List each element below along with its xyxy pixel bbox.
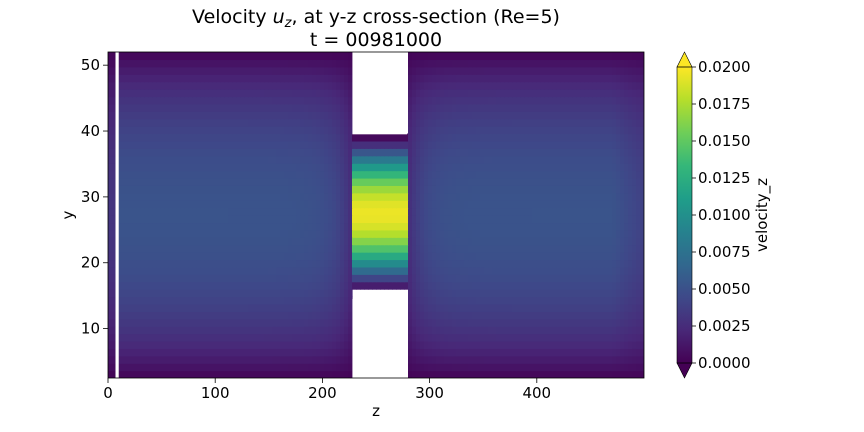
inlet-gap <box>115 52 119 378</box>
x-axis-label: z <box>372 402 380 420</box>
chart-subtitle: t = 00981000 <box>310 29 442 51</box>
colorbar-extend-min <box>676 362 693 379</box>
y-tick-label: 40 <box>81 122 100 140</box>
colorbar-tick-label: 0.0125 <box>698 169 751 187</box>
y-tick-label: 20 <box>81 254 100 272</box>
chart-title: Velocity uz, at y-z cross-section (Re=5) <box>192 6 560 31</box>
solid-obstacles <box>115 52 408 378</box>
colorbar-tick-label: 0.0025 <box>698 317 751 335</box>
heatmap-plot <box>108 52 644 378</box>
colorbar-gradient <box>677 67 692 363</box>
colorbar-tick-label: 0.0175 <box>698 95 751 113</box>
colorbar-tick-label: 0.0150 <box>698 132 751 150</box>
solid-obstacle-1 <box>352 298 408 378</box>
colorbar-extend-max <box>676 51 693 68</box>
y-axis-label: y <box>59 210 77 219</box>
colorbar: 0.0000 0.0025 0.0050 0.0075 0.0100 0.0125 0.01… <box>676 51 751 379</box>
y-tick-label: 10 <box>81 320 100 338</box>
colorbar-tick-label: 0.0050 <box>698 280 751 298</box>
plot-frame <box>107 51 645 379</box>
x-tick-label: 0 <box>103 384 113 402</box>
y-axis: 10 20 30 40 50 <box>81 56 108 338</box>
x-tick-label: 200 <box>308 384 337 402</box>
y-tick-label: 50 <box>81 56 100 74</box>
colorbar-tick-label: 0.0100 <box>698 206 751 224</box>
colorbar-label: velocity_z <box>753 178 772 252</box>
colorbar-tick-label: 0.0000 <box>698 354 751 372</box>
colorbar-tick-label: 0.0075 <box>698 243 751 261</box>
colorbar-tick-label: 0.0200 <box>698 58 751 76</box>
x-tick-label: 100 <box>201 384 230 402</box>
x-axis: 0 100 200 300 400 <box>103 378 551 402</box>
y-tick-label: 30 <box>81 188 100 206</box>
x-tick-label: 300 <box>415 384 444 402</box>
solid-obstacle-2 <box>352 52 408 135</box>
x-tick-label: 400 <box>522 384 551 402</box>
